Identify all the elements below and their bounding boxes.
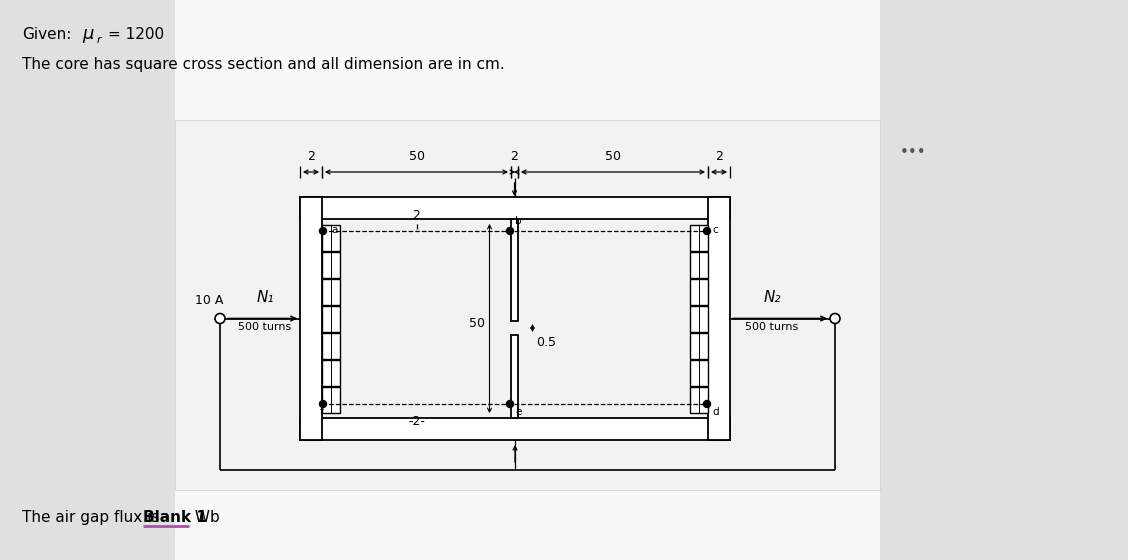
- Bar: [0, 0, 175, 560]
- Circle shape: [704, 227, 711, 235]
- Text: = 1200: = 1200: [108, 27, 165, 42]
- FancyBboxPatch shape: [690, 225, 708, 250]
- Text: 10 A: 10 A: [195, 293, 223, 306]
- FancyBboxPatch shape: [690, 306, 708, 332]
- Text: 500 turns: 500 turns: [238, 323, 292, 333]
- Text: $\mu$: $\mu$: [82, 27, 95, 45]
- Text: N₂: N₂: [764, 290, 781, 305]
- Text: N₁: N₁: [256, 290, 274, 305]
- Text: e: e: [515, 407, 521, 417]
- Text: a: a: [331, 225, 337, 235]
- Circle shape: [319, 227, 326, 235]
- Text: c: c: [712, 225, 717, 235]
- Bar: [300, 418, 730, 440]
- Text: •••: •••: [900, 145, 926, 160]
- FancyBboxPatch shape: [690, 333, 708, 358]
- Text: b: b: [515, 216, 521, 226]
- Bar: [708, 197, 730, 440]
- Text: 500 turns: 500 turns: [746, 323, 799, 333]
- FancyBboxPatch shape: [690, 386, 708, 413]
- Text: Wb: Wb: [190, 510, 219, 525]
- FancyBboxPatch shape: [321, 333, 340, 358]
- Bar: [300, 197, 730, 219]
- Text: The air gap flux is: The air gap flux is: [23, 510, 165, 525]
- Circle shape: [215, 314, 224, 324]
- FancyBboxPatch shape: [321, 251, 340, 278]
- Bar: [175, 120, 880, 490]
- FancyBboxPatch shape: [690, 360, 708, 385]
- FancyBboxPatch shape: [321, 306, 340, 332]
- Circle shape: [830, 314, 840, 324]
- Text: 2: 2: [715, 150, 723, 163]
- Text: 2: 2: [511, 150, 519, 163]
- Text: Blank 1: Blank 1: [143, 510, 206, 525]
- Circle shape: [704, 400, 711, 408]
- Bar: [300, 197, 321, 440]
- Bar: [511, 219, 518, 321]
- FancyBboxPatch shape: [321, 225, 340, 250]
- Text: 2: 2: [307, 150, 315, 163]
- Text: r: r: [97, 35, 102, 45]
- Text: 50: 50: [605, 150, 622, 163]
- Text: -2-: -2-: [408, 415, 425, 428]
- FancyBboxPatch shape: [321, 278, 340, 305]
- Bar: [880, 0, 1128, 560]
- FancyBboxPatch shape: [321, 360, 340, 385]
- Circle shape: [506, 400, 513, 408]
- Circle shape: [319, 400, 326, 408]
- Text: Given:: Given:: [23, 27, 71, 42]
- Text: The core has square cross section and all dimension are in cm.: The core has square cross section and al…: [23, 57, 504, 72]
- Text: 50: 50: [408, 150, 424, 163]
- FancyBboxPatch shape: [690, 278, 708, 305]
- FancyBboxPatch shape: [690, 251, 708, 278]
- Text: 2: 2: [413, 209, 421, 222]
- Text: f: f: [320, 407, 324, 417]
- FancyBboxPatch shape: [321, 386, 340, 413]
- Circle shape: [506, 227, 513, 235]
- Bar: [175, 0, 880, 560]
- Text: 50: 50: [469, 317, 485, 330]
- Text: 0.5: 0.5: [537, 336, 556, 349]
- Text: d: d: [712, 407, 719, 417]
- Bar: [511, 335, 518, 418]
